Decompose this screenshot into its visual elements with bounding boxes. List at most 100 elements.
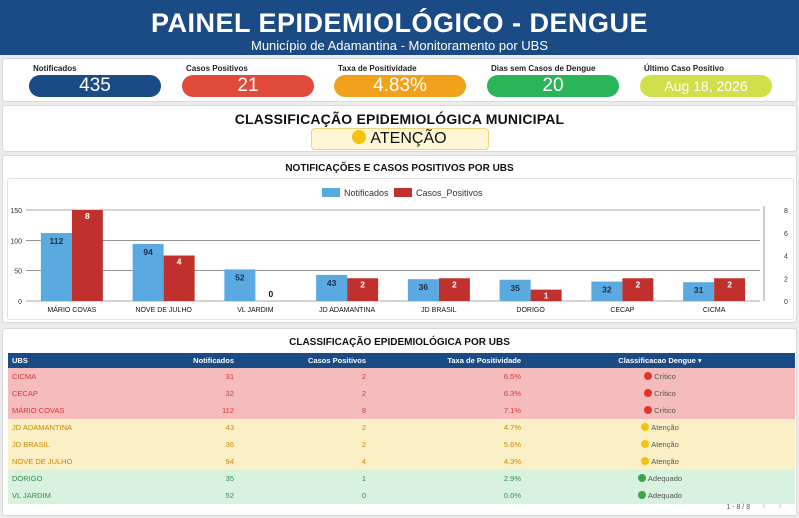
cell-notificados: 43 xyxy=(225,423,234,432)
table-title: CLASSIFICAÇÃO EPIDEMIOLÓGICA POR UBS xyxy=(289,337,510,348)
cell-ubs: JD BRASIL xyxy=(12,440,50,449)
bar-label-notificados: 35 xyxy=(510,283,520,293)
table-row[interactable]: VL JARDIM 52 0 0.0% Adequado xyxy=(8,487,795,504)
status-label: Atenção xyxy=(651,456,679,466)
kpi-label: Casos Positivos xyxy=(186,64,248,73)
kpi-notificados: Notificados 435 xyxy=(29,63,161,97)
bar-casos-positivos xyxy=(622,278,654,301)
column-header-taxa[interactable]: Taxa de Positividade xyxy=(447,356,521,365)
cell-classificacao: Atenção xyxy=(525,419,795,436)
cell-notificados: 32 xyxy=(225,389,234,398)
table-row[interactable]: JD BRASIL 36 2 5.6% Atenção xyxy=(8,436,795,453)
pagination: 1 - 8 / 8 ‹ › xyxy=(726,498,782,512)
kpi-label: Notificados xyxy=(33,64,77,73)
classification-badge: ATENÇÃO xyxy=(310,128,489,150)
table-header-row: UBS Notificados Casos Positivos Taxa de … xyxy=(8,353,795,368)
cell-notificados: 52 xyxy=(225,491,234,500)
cell-notificados: 112 xyxy=(222,406,234,415)
ubs-table: UBS Notificados Casos Positivos Taxa de … xyxy=(8,353,795,504)
cell-ubs: NOVE DE JULHO xyxy=(12,457,73,466)
bar-notificados xyxy=(683,282,715,301)
kpi-value: 4.83% xyxy=(334,75,466,97)
bar-label-casos: 2 xyxy=(636,279,641,289)
x-tick-label: DORIGO xyxy=(516,307,545,314)
bar-notificados xyxy=(132,243,164,301)
cell-casos: 2 xyxy=(361,389,366,398)
cell-taxa: 0.0% xyxy=(503,491,521,500)
cell-classificacao: Crítico xyxy=(525,368,795,385)
status-dot-icon xyxy=(641,423,650,431)
kpi-value: 435 xyxy=(29,75,161,97)
bar-label-casos: 1 xyxy=(544,291,549,301)
y-right-tick-label: 4 xyxy=(784,254,788,261)
bar-label-casos: 8 xyxy=(85,211,90,221)
status-label: Atenção xyxy=(651,439,679,449)
table-row[interactable]: DORIGO 35 1 2.9% Adequado xyxy=(8,470,795,487)
legend-swatch-notificados xyxy=(322,188,340,197)
column-header-casos[interactable]: Casos Positivos xyxy=(308,356,366,365)
legend-label-notificados: Notificados xyxy=(344,188,389,198)
x-tick-label: CICMA xyxy=(703,307,726,314)
table-row[interactable]: CICMA 31 2 6.5% Crítico xyxy=(8,368,795,385)
bar-label-casos: 4 xyxy=(177,257,182,267)
y-left-tick-label: 150 xyxy=(10,208,22,215)
yellow-circle-icon xyxy=(352,129,367,144)
status-label: Adequado xyxy=(647,473,683,483)
y-right-tick-label: 6 xyxy=(784,231,788,238)
kpi-value: 21 xyxy=(182,75,314,97)
cell-ubs: VL JARDIM xyxy=(12,491,51,500)
column-header-notificados[interactable]: Notificados xyxy=(193,356,234,365)
cell-ubs: CICMA xyxy=(12,372,37,381)
cell-taxa: 4.7% xyxy=(503,423,521,432)
y-right-tick-label: 2 xyxy=(784,276,788,283)
chevron-left-icon[interactable]: ‹ xyxy=(762,498,767,512)
bar-casos-positivos xyxy=(71,210,103,301)
cell-taxa: 7.1% xyxy=(503,406,521,415)
table-row[interactable]: JD ADAMANTINA 43 2 4.7% Atenção xyxy=(8,419,795,436)
chevron-right-icon[interactable]: › xyxy=(778,498,782,512)
kpi-taxa-positividade: Taxa de Positividade 4.83% xyxy=(334,63,466,97)
table-row[interactable]: CECAP 32 2 6.3% Crítico xyxy=(8,385,795,402)
dashboard-header: PAINEL EPIDEMIOLÓGICO - DENGUE Município… xyxy=(0,0,799,55)
bar-label-notificados: 36 xyxy=(419,282,429,292)
cell-casos: 8 xyxy=(361,406,366,415)
table-row[interactable]: NOVE DE JULHO 94 4 4.3% Atenção xyxy=(8,453,795,470)
bar-notificados xyxy=(316,274,348,301)
bar-notificados xyxy=(40,233,72,301)
cell-classificacao: Crítico xyxy=(525,385,795,402)
kpi-value: 20 xyxy=(487,75,619,97)
bar-notificados xyxy=(407,279,439,301)
legend-label-casos: Casos_Positivos xyxy=(416,188,483,198)
cell-classificacao: Adequado xyxy=(525,470,795,487)
y-left-tick-label: 0 xyxy=(18,299,22,306)
x-tick-label: CECAP xyxy=(610,307,634,314)
kpi-casos-positivos: Casos Positivos 21 xyxy=(182,63,314,97)
bar-casos-positivos xyxy=(163,255,195,301)
ubs-chart-card: NOTIFICAÇÕES E CASOS POSITIVOS POR UBS N… xyxy=(2,155,797,323)
bar-label-casos: 2 xyxy=(452,279,457,289)
cell-casos: 2 xyxy=(361,372,366,381)
status-dot-icon xyxy=(644,372,653,380)
status-dot-icon xyxy=(644,406,653,414)
column-header-ubs[interactable]: UBS xyxy=(12,356,28,365)
kpi-dias-sem-casos: Dias sem Casos de Dengue 20 xyxy=(487,63,619,97)
bar-label-notificados: 32 xyxy=(602,285,612,295)
x-tick-label: NOVE DE JULHO xyxy=(135,307,192,314)
x-tick-label: MÁRIO COVAS xyxy=(47,305,96,314)
status-label: Crítico xyxy=(654,405,676,415)
cell-classificacao: Adequado xyxy=(525,487,795,504)
chart-area: Notificados Casos_Positivos 0 50 100 150 0 2 4 6 8… xyxy=(7,178,794,320)
status-dot-icon xyxy=(644,389,653,397)
bar-notificados xyxy=(499,279,531,301)
y-left-tick-label: 50 xyxy=(14,269,22,276)
cell-classificacao: Atenção xyxy=(525,436,795,453)
table-row[interactable]: MÁRIO COVAS 112 8 7.1% Crítico xyxy=(8,402,795,419)
column-header-classificacao[interactable]: Classificacao Dengue ▾ xyxy=(618,356,702,365)
cell-taxa: 2.9% xyxy=(503,474,521,483)
bar-notificados xyxy=(591,281,623,301)
cell-taxa: 5.6% xyxy=(503,440,521,449)
bar-label-casos: 0 xyxy=(269,289,274,299)
bar-casos-positivos xyxy=(438,278,470,301)
bar-label-notificados: 52 xyxy=(235,272,245,282)
cell-notificados: 36 xyxy=(225,440,234,449)
